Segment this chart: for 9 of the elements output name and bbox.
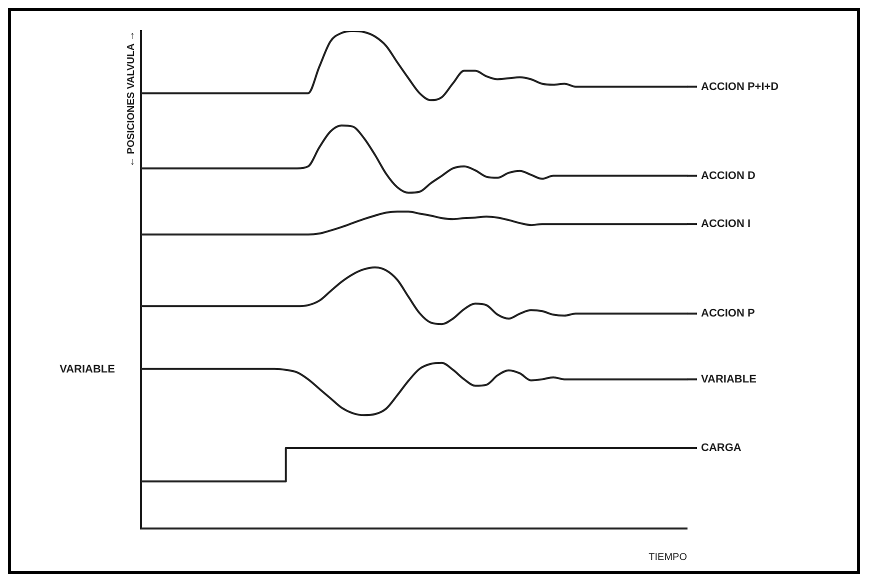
x-axis-title: TIEMPO [648,552,688,563]
y-axis-title: ← POSICIONES VALVULA → [126,31,137,167]
legend-label: VARIABLE [701,373,756,386]
text: VARIABLE [60,363,115,376]
legend-label: CARGA [701,442,742,454]
legend-label: ACCION I [701,218,750,230]
legend-label: ACCION D [701,170,756,182]
legend-label: ACCION P+I+D [701,80,779,93]
legend-label: ACCION P [701,308,755,320]
